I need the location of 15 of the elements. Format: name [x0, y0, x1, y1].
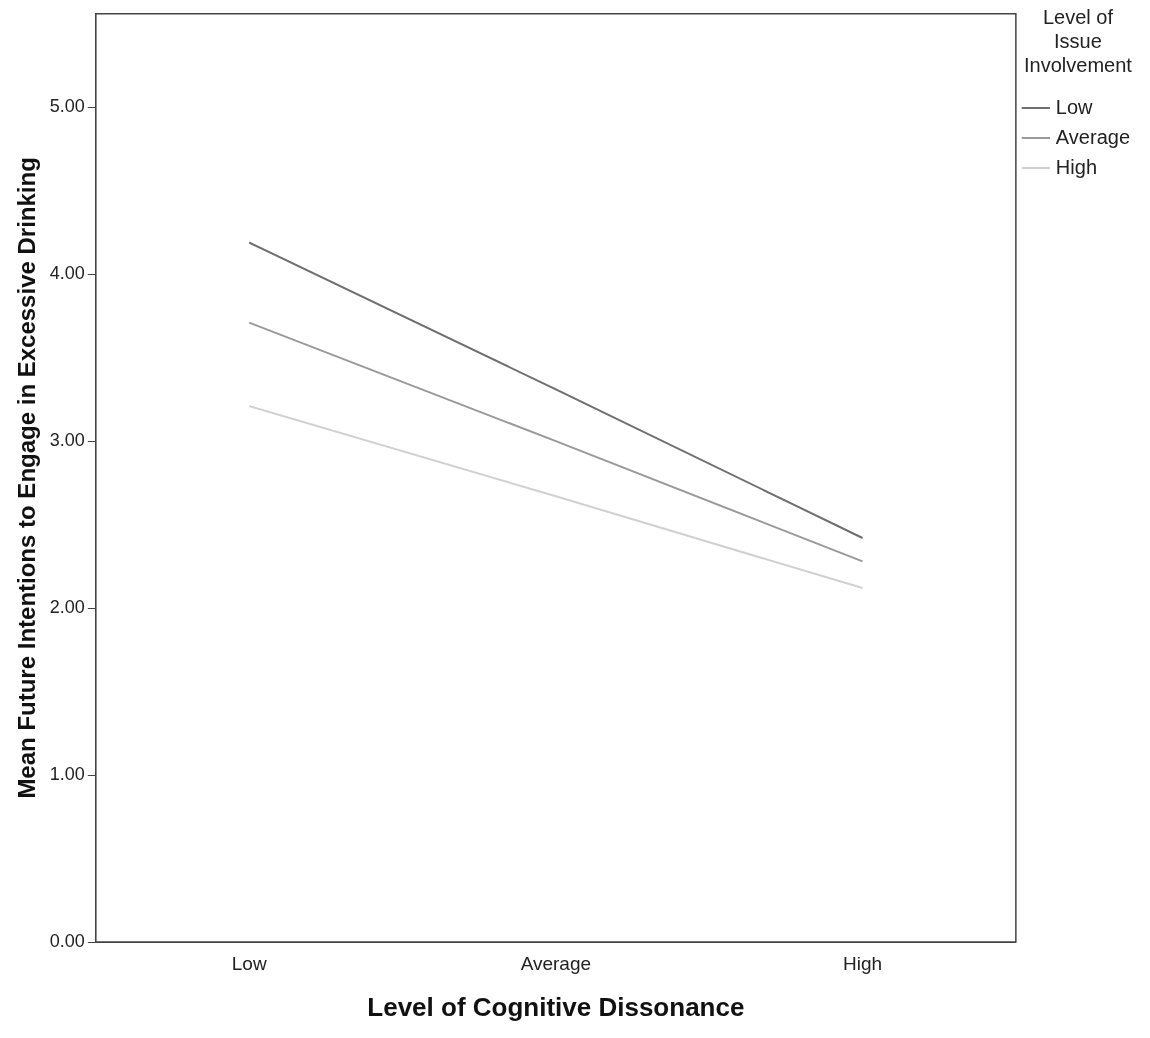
- y-tick-label: 4.00: [49, 263, 85, 284]
- y-tick-label: 2.00: [49, 597, 85, 618]
- y-tick-label: 0.00: [49, 930, 85, 951]
- legend-label: Average: [1055, 125, 1131, 148]
- y-tick-label: 5.00: [49, 96, 85, 117]
- x-tick-label: Low: [231, 952, 267, 974]
- legend-label: High: [1055, 155, 1098, 178]
- x-axis-title: Level of Cognitive Dissonance: [367, 991, 745, 1022]
- y-tick-label: 3.00: [49, 430, 85, 451]
- x-tick-label: Average: [520, 952, 592, 974]
- legend-title: Level of Issue Involvement: [1024, 5, 1133, 76]
- x-tick-label: High: [842, 952, 883, 974]
- y-tick-label: 1.00: [49, 764, 85, 785]
- y-axis-title: Mean Future Intentions to Engage in Excessive Drinking: [13, 157, 41, 799]
- legend-label: Low: [1055, 95, 1094, 118]
